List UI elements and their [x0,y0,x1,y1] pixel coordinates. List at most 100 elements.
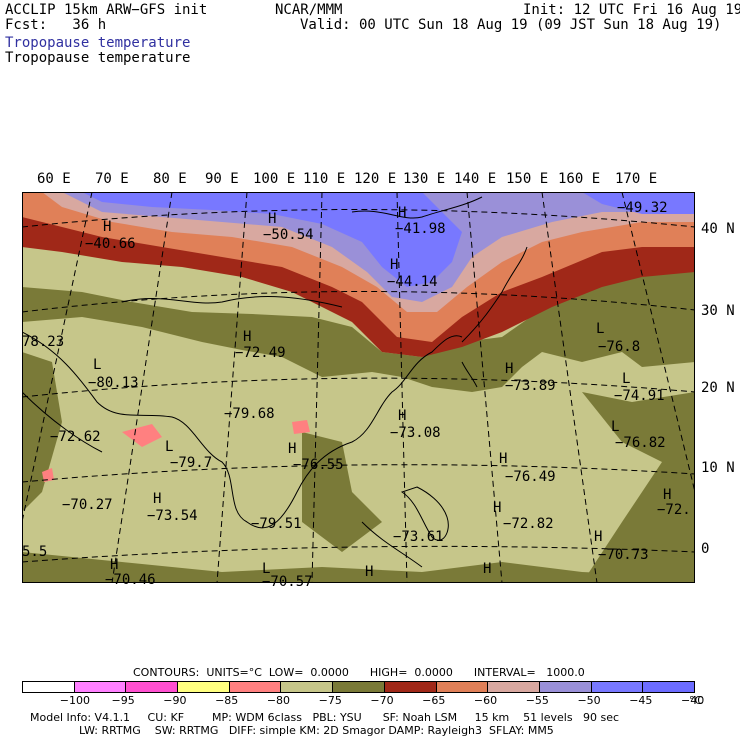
temperature-value: −44.14 [387,274,438,290]
colorbar-label: −85 [215,694,239,707]
temperature-value: −72.82 [503,516,554,532]
shade-minus45 [582,192,695,214]
shade-minus80 [122,424,162,447]
shade-minus45 [82,192,462,287]
temperature-value: −72.62 [50,429,101,445]
colorbar-swatch [178,682,230,692]
lon-label: 130 E [403,171,446,187]
contour-info: CONTOURS: UNITS=°C LOW= 0.0000 HIGH= 0.0… [133,666,585,679]
lon-label: 160 E [558,171,601,187]
colorbar-label: −75 [318,694,342,707]
temperature-value: −79.68 [224,406,275,422]
temperature-value: −73.89 [505,378,556,394]
shade-minus70 [22,267,695,392]
lon-label: 120 E [354,171,397,187]
shade-minus70 [22,352,62,512]
pressure-center-mark: H [243,329,252,345]
lat-label: 0 [701,541,710,557]
colorbar-swatch [281,682,334,692]
valid-time: Valid: 00 UTC Sun 18 Aug 19 (09 JST Sun … [300,17,722,33]
temperature-value: −72. [657,502,691,518]
colorbar-unit: °C [689,694,703,707]
pressure-center-mark: H [398,408,407,424]
map-frame [22,192,695,583]
colorbar-label: −90 [163,694,187,707]
init-time: Init: 12 UTC Fri 16 Aug 19 [523,2,740,18]
tropopause-temperature-map [22,192,695,583]
pressure-center-mark: H [268,211,277,227]
pressure-center-mark: H [103,219,112,235]
pressure-center-mark: H [390,257,399,273]
temperature-value: −73.08 [390,425,441,441]
pressure-center-mark: H [663,487,672,503]
temperature-value: −76.49 [505,469,556,485]
temperature-value: −73.61 [393,529,444,545]
shade-minus80 [42,468,54,482]
field-title-1: Tropopause temperature [5,35,191,51]
temperature-value: −72.49 [235,345,286,361]
temperature-value: −73.54 [147,508,198,524]
lon-label: 110 E [303,171,346,187]
colorbar-swatch [23,682,75,692]
colorbar-swatch [539,682,592,692]
lon-label: 140 E [454,171,497,187]
shade-minus70 [22,552,695,583]
pressure-center-mark: L [611,419,620,435]
temperature-value: −79.7 [170,455,213,471]
coastlines [22,196,528,568]
pressure-center-mark: H [483,561,492,577]
colorbar-label: −65 [422,694,446,707]
pressure-center-mark: H [110,557,119,573]
colorbar-label: −70 [370,694,394,707]
colorbar-swatch [643,682,694,692]
pressure-center-mark: H [499,451,508,467]
temperature-value: −79.51 [251,516,302,532]
lon-label: 60 E [37,171,71,187]
colorbar-swatch [436,682,489,692]
pressure-center-mark: H [594,529,603,545]
center-label: NCAR/MMM [275,2,343,18]
temperature-value: −76.8 [598,339,641,355]
pressure-center-mark: L [596,321,605,337]
lon-label: 100 E [253,171,296,187]
pressure-center-mark: H [505,361,514,377]
field-title-2: Tropopause temperature [5,50,191,66]
colorbar-label: −55 [525,694,549,707]
shade-minus70 [582,392,695,583]
temperature-value: −41.98 [395,221,446,237]
forecast-hour: Fcst: 36 h [5,17,107,33]
pressure-center-mark: H [365,564,374,580]
lon-label: 90 E [205,171,239,187]
lon-label: 150 E [506,171,549,187]
lat-label: 30 N [701,303,735,319]
model-title: ACCLIP 15km ARW−GFS init [5,2,208,18]
lat-label: 10 N [701,460,735,476]
temperature-value: −40.66 [85,236,136,252]
colorbar-label: −80 [266,694,291,707]
pressure-center-mark: L [165,439,174,455]
colorbar-swatch [591,682,644,692]
pressure-center-mark: H [288,441,297,457]
pressure-center-mark: L [262,561,271,577]
temperature-value: −74.91 [614,388,665,404]
colorbar-swatch [384,682,437,692]
colorbar-swatch [229,682,282,692]
lon-label: 170 E [615,171,658,187]
colorbar-label: −95 [111,694,135,707]
temperature-value: −80.13 [88,375,139,391]
temperature-value: −70.73 [598,547,649,563]
temperature-value: −50.54 [263,227,314,243]
pressure-center-mark: H [398,205,407,221]
colorbar-label: −50 [577,694,601,707]
temperature-value: −76.82 [615,435,666,451]
colorbar-swatch [488,682,540,692]
colorbar-swatch [74,682,127,692]
lat-label: 40 N [701,221,735,237]
graticule [22,192,695,583]
temperature-value: 78.23 [22,334,65,350]
model-info-line1: Model Info: V4.1.1 CU: KF MP: WDM 6class… [30,711,620,724]
model-info-line2: LW: RRTMG SW: RRTMG DIFF: simple KM: 2D … [30,724,554,737]
colorbar-label: −60 [473,694,498,707]
colorbar-label: −40 [681,694,705,707]
lat-label: 20 N [701,380,735,396]
